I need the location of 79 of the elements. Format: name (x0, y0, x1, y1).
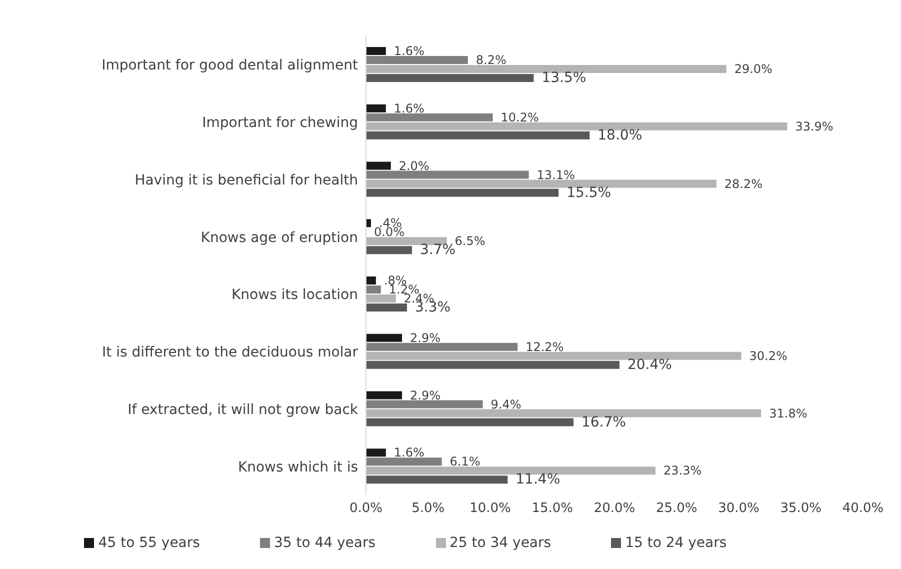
data-label: 3.3% (415, 300, 451, 316)
bar (366, 74, 534, 82)
x-tick-label: 15.0% (532, 501, 574, 516)
data-label: 29.0% (734, 62, 772, 76)
data-label: 30.2% (749, 348, 788, 363)
data-label: 2.9% (410, 330, 441, 345)
bar (366, 409, 762, 418)
data-label: 31.8% (769, 406, 808, 420)
data-label: 1.6% (394, 101, 424, 116)
data-label: 13.1% (536, 168, 575, 182)
y-tick-label: Knows its location (232, 287, 358, 304)
bar (366, 56, 468, 64)
bar (366, 360, 620, 369)
y-tick-label: If extracted, it will not grow back (128, 402, 359, 418)
x-tick-label: 5.0% (412, 501, 445, 516)
x-tick-label: 20.0% (594, 501, 636, 516)
bar (366, 122, 788, 130)
y-tick-label: Important for good dental alignment (102, 58, 358, 74)
x-tick-label: 25.0% (656, 501, 698, 516)
bar (366, 352, 742, 360)
data-label: 23.3% (664, 464, 702, 478)
bar (366, 466, 656, 475)
data-label: 2.9% (410, 388, 441, 402)
x-tick-label: 0.0% (349, 501, 383, 516)
data-label: 8.2% (476, 53, 506, 67)
data-label: 9.4% (490, 397, 522, 412)
legend-label: 15 to 24 years (625, 535, 727, 551)
y-tick-label: Knows age of eruption (200, 230, 358, 246)
legend-label: 45 to 55 years (98, 535, 200, 551)
y-tick-label: It is different to the deciduous molar (102, 344, 358, 361)
bar (366, 391, 402, 400)
data-label: 28.2% (724, 176, 763, 191)
bar (366, 188, 559, 197)
bar (366, 131, 590, 140)
bar (366, 113, 493, 122)
data-label: 10.2% (500, 110, 539, 124)
x-tick-label: 10.0% (470, 501, 511, 516)
bar (366, 286, 381, 294)
data-label: 1.6% (394, 446, 424, 460)
data-label: 18.0% (598, 127, 642, 144)
data-label: 33.9% (795, 119, 834, 134)
bar (366, 400, 483, 408)
y-tick-label: Having it is beneficial for health (134, 172, 358, 188)
bar (366, 246, 412, 254)
bar (366, 219, 371, 228)
bar (366, 170, 529, 179)
data-label: 12.2% (526, 340, 564, 354)
data-label: 20.4% (627, 356, 672, 373)
bar (366, 47, 386, 55)
x-tick-label: 30.0% (718, 501, 760, 516)
bar (366, 294, 396, 302)
bar (366, 448, 386, 457)
y-tick-label: Knows which it is (238, 459, 358, 476)
bar (366, 180, 716, 188)
bar (366, 162, 391, 170)
y-tick-label: Important for chewing (202, 115, 358, 132)
data-label: 15.5% (566, 184, 612, 201)
data-label: 6.1% (450, 454, 480, 469)
x-tick-label: 40.0% (842, 501, 884, 516)
bar (366, 418, 574, 426)
data-label: 3.7% (420, 242, 456, 258)
data-label: 16.7% (581, 414, 626, 430)
bar (366, 65, 726, 73)
legend-label: 25 to 34 years (450, 535, 552, 551)
bar (366, 476, 508, 484)
bar (366, 104, 386, 112)
data-label: 6.5% (454, 234, 486, 248)
data-label: 1.6% (394, 44, 424, 58)
bar (366, 334, 402, 342)
data-label: 11.4% (516, 472, 560, 488)
data-label: 2.0% (398, 158, 430, 173)
bar (366, 276, 376, 284)
bar (366, 458, 442, 466)
x-tick-label: 35.0% (780, 501, 822, 516)
legend-label: 35 to 44 years (274, 535, 376, 551)
bar (366, 304, 408, 312)
data-label: 13.5% (542, 70, 586, 86)
bar (366, 342, 518, 351)
bar (366, 237, 447, 246)
